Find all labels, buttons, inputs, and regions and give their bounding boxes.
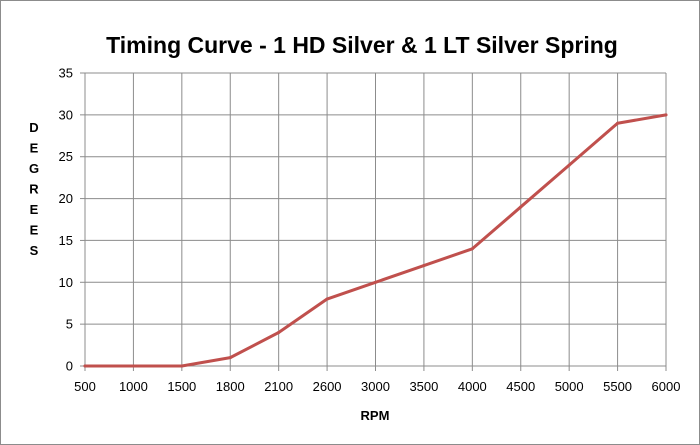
x-tick-label: 4500 — [506, 379, 535, 394]
data-point — [131, 364, 135, 368]
data-point — [664, 113, 668, 117]
data-point — [228, 356, 232, 360]
x-tick-label: 4000 — [458, 379, 487, 394]
y-axis-label-letter: E — [30, 202, 39, 217]
y-tick-label: 25 — [59, 149, 73, 164]
y-axis-label-letter: R — [29, 182, 39, 197]
data-point — [519, 205, 523, 209]
x-tick-labels: 500 1000 1500 1800 2100 2600 3000 3500 4000 4500 5… — [74, 379, 680, 394]
data-point — [277, 331, 281, 335]
y-axis-label-letter: E — [30, 223, 39, 238]
y-tick-label: 15 — [59, 233, 73, 248]
data-point — [470, 247, 474, 251]
y-tick-label: 0 — [66, 359, 73, 374]
x-tick-label: 5000 — [555, 379, 584, 394]
y-axis-label-letter: D — [29, 120, 38, 135]
series — [83, 113, 668, 368]
y-tick-labels: 0 5 10 15 20 25 30 35 — [59, 66, 73, 374]
y-axis-label-letter: S — [30, 243, 39, 258]
chart-title: Timing Curve - 1 HD Silver & 1 LT Silver… — [106, 32, 618, 58]
x-tick-label: 1000 — [119, 379, 148, 394]
x-tick-label: 2100 — [264, 379, 293, 394]
data-point — [567, 163, 571, 167]
x-tick-label: 1800 — [216, 379, 245, 394]
data-point — [422, 264, 426, 268]
y-tick-label: 10 — [59, 275, 73, 290]
y-axis-label-letter: G — [29, 161, 39, 176]
x-tick-label: 5500 — [603, 379, 632, 394]
y-tick-label: 5 — [66, 317, 73, 332]
x-tick-label: 3500 — [409, 379, 438, 394]
x-tick-label: 500 — [74, 379, 96, 394]
y-tick-label: 35 — [59, 66, 73, 81]
data-point — [616, 121, 620, 125]
x-tick-label: 3000 — [361, 379, 390, 394]
y-tick-label: 20 — [59, 191, 73, 206]
x-tick-label: 1500 — [167, 379, 196, 394]
data-point — [325, 297, 329, 301]
x-tick-label: 6000 — [652, 379, 681, 394]
y-axis-label-letter: E — [30, 141, 39, 156]
x-axis-label: RPM — [361, 408, 390, 423]
grid — [80, 72, 667, 371]
y-tick-label: 30 — [59, 107, 73, 122]
data-point — [374, 280, 377, 284]
data-point — [83, 364, 87, 368]
x-tick-label: 2600 — [313, 379, 342, 394]
data-point — [180, 364, 184, 368]
